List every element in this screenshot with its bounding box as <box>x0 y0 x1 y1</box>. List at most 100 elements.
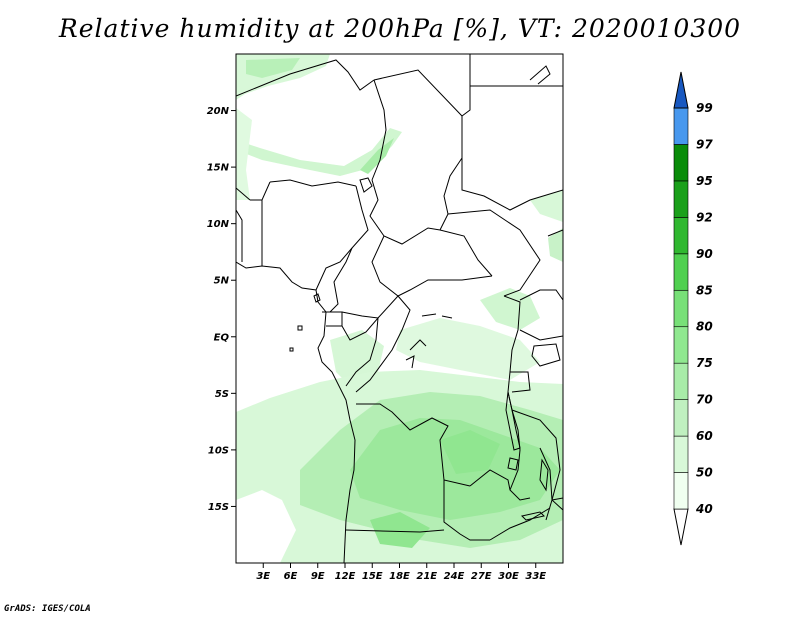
lon-tick-label: 24E <box>444 571 465 582</box>
colorbar-low-triangle <box>673 508 689 546</box>
border-angola-zambia <box>443 480 490 541</box>
colorbar-level-label: 75 <box>696 356 713 370</box>
lake-malawi <box>539 458 549 492</box>
colorbar-level-label: 90 <box>696 247 713 261</box>
border-rwanda <box>510 371 531 393</box>
colorbar-level-label: 80 <box>696 320 713 334</box>
border-chad-south <box>369 179 441 245</box>
congo-river-b <box>405 355 415 369</box>
border-cameroon-car <box>329 247 353 313</box>
lat-tick-label: 20N <box>207 106 230 117</box>
colorbar-band <box>673 326 689 364</box>
humidity-area-south-patch-b <box>370 512 430 548</box>
grads-credit: GrADS: IGES/COLA <box>4 604 91 614</box>
lake-tanganyika <box>505 391 521 451</box>
border-zambia-drc <box>469 469 531 501</box>
coastline <box>236 261 356 563</box>
congo-river-a <box>409 339 427 351</box>
border-kenya <box>519 329 563 341</box>
country-borders <box>236 54 563 563</box>
humidity-area-east-mid <box>548 228 563 262</box>
lat-tick-label: 15S <box>208 502 229 513</box>
colorbar-band <box>673 289 689 328</box>
border-gabon-congo <box>341 316 379 387</box>
annobon <box>289 347 294 352</box>
border-libya-chad <box>371 79 387 181</box>
lat-tick-label: 10N <box>207 219 230 230</box>
border-car-sudan <box>439 229 493 277</box>
lon-tick-label: 6E <box>284 571 298 582</box>
border-drc-angola <box>356 403 471 487</box>
colorbar-level-label: 70 <box>696 393 713 407</box>
lake-chad <box>359 177 373 193</box>
border-algeria-niger <box>236 59 375 97</box>
lon-tick-label: 18E <box>389 571 410 582</box>
humidity-field <box>236 54 563 563</box>
colorbar-band <box>673 180 689 218</box>
border-cameroon-south <box>341 295 399 319</box>
humidity-area-sahel-core <box>360 138 394 174</box>
lon-tick-label: 21E <box>416 571 437 582</box>
colorbar: 40 50 60 70 75 80 85 90 92 95 97 99 <box>673 71 713 546</box>
border-car-north <box>371 235 493 297</box>
colorbar-band <box>673 107 689 145</box>
colorbar-band <box>673 472 689 510</box>
lon-tick-label: 15E <box>362 571 383 582</box>
border-togo <box>250 181 271 201</box>
border-niger-south <box>269 179 357 187</box>
border-malawi <box>539 447 553 521</box>
humidity-area-congo <box>396 318 540 380</box>
lake-kariba <box>521 511 545 521</box>
colorbar-level-label: 40 <box>695 502 713 516</box>
colorbar-high-triangle <box>673 71 689 109</box>
colorbar-level-label: 50 <box>696 466 713 480</box>
colorbar-band <box>673 253 689 291</box>
humidity-area-west-coast <box>236 108 252 200</box>
border-burkina <box>236 187 251 201</box>
colorbar-band <box>673 399 689 437</box>
lake-mweru <box>507 457 519 471</box>
humidity-area-south-patch-a <box>440 430 500 474</box>
lon-tick-label: 27E <box>471 571 492 582</box>
latitude-axis: 20N 15N 10N 5N EQ 5S 10S 15S <box>207 106 236 513</box>
border-uganda-kenya <box>519 289 563 301</box>
humidity-area-southwest-white <box>236 490 296 563</box>
lake-victoria <box>531 343 561 367</box>
border-nigeria-east <box>315 185 369 291</box>
border-egypt-sudan <box>461 54 471 117</box>
humidity-area-great-lakes <box>480 288 540 330</box>
lat-tick-label: 5N <box>214 276 230 287</box>
plot-title: Relative humidity at 200hPa [%], VT: 202… <box>58 14 742 43</box>
colorbar-band <box>673 435 689 473</box>
lon-tick-label: 3E <box>256 571 270 582</box>
colorbar-level-label: 99 <box>696 101 713 115</box>
bioko-island <box>313 293 321 303</box>
congo-marks <box>421 313 453 319</box>
longitude-axis: 3E 6E 9E 12E 15E 18E 21E 24E 27E 30E 33E <box>256 563 546 582</box>
border-libya-sudan <box>373 69 463 117</box>
lat-tick-label: EQ <box>214 332 230 343</box>
sao-tome <box>297 325 303 331</box>
lon-tick-label: 33E <box>525 571 546 582</box>
border-sudan-east <box>461 116 563 211</box>
border-tanzania <box>511 409 563 511</box>
colorbar-level-label: 92 <box>696 210 713 224</box>
colorbar-level-label: 60 <box>696 429 713 443</box>
lat-tick-label: 15N <box>207 163 230 174</box>
colorbar-band <box>673 217 689 255</box>
border-south-sudan <box>447 209 541 297</box>
border-east-horn <box>547 229 563 237</box>
colorbar-band <box>673 362 689 400</box>
lon-tick-label: 30E <box>498 571 519 582</box>
lat-tick-label: 10S <box>208 445 229 456</box>
humidity-area-northwest-core <box>246 58 300 78</box>
border-zambia-south <box>489 507 551 541</box>
colorbar-level-label: 95 <box>696 174 713 188</box>
lat-tick-label: 5S <box>215 389 229 400</box>
border-eq-guinea <box>322 311 343 327</box>
border-congo-drc <box>355 295 411 393</box>
border-mozambique <box>551 497 563 501</box>
colorbar-band <box>673 144 689 182</box>
